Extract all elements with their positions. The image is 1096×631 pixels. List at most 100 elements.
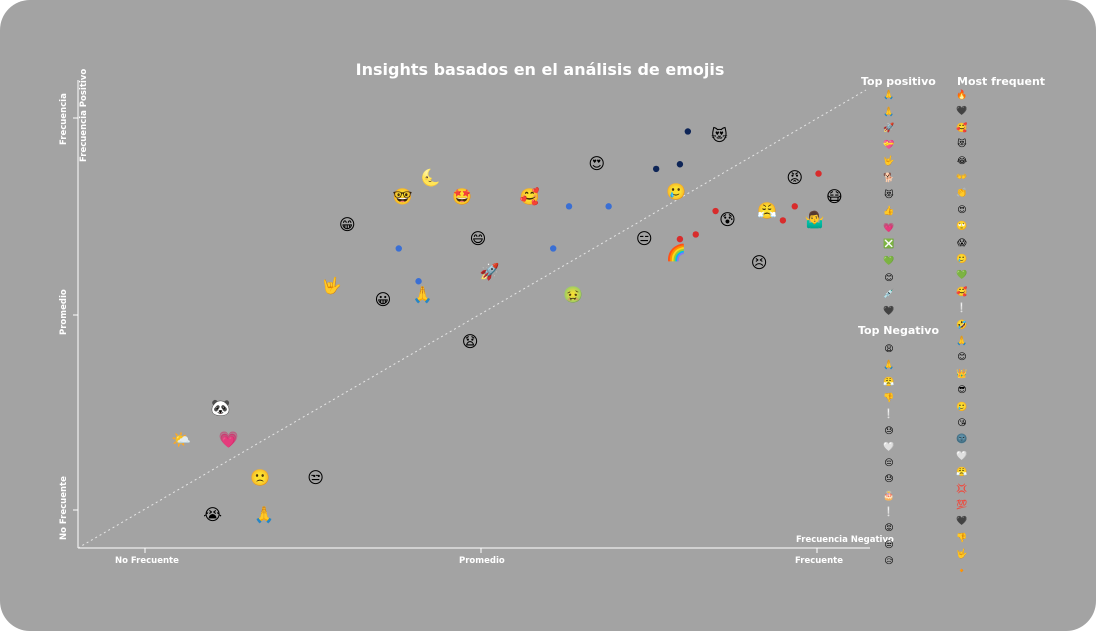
x-label-frecuencia-negativo: Frecuencia Negativo — [796, 535, 894, 545]
most-frequent-emoji-23: 😤 — [956, 467, 968, 478]
most-frequent-emoji-24: 💢 — [956, 484, 968, 495]
most-frequent-emoji-18: 😎 — [957, 385, 967, 396]
most-frequent-emoji-19: 🥲 — [956, 402, 968, 413]
emoji-point-21: 🥲 — [665, 182, 686, 202]
top-negativo-emoji-11: 😡 — [884, 523, 894, 534]
emoji-point-27: 😡 — [786, 168, 804, 188]
emoji-point-18: 😍 — [588, 154, 606, 174]
top-positivo-emoji-7: 👍 — [883, 206, 895, 217]
top-negativo-heading: Top Negativo — [858, 324, 940, 337]
emoji-point-15: 😄 — [469, 229, 487, 249]
top-positivo-emoji-6: 😻 — [884, 190, 894, 201]
emoji-point-8: 🤟 — [321, 275, 342, 295]
dot-point-9 — [692, 231, 699, 238]
most-frequent-emoji-15: 🙏 — [956, 336, 968, 347]
top-positivo-emoji-12: 💉 — [883, 289, 895, 300]
most-frequent-emoji-2: 🥰 — [956, 123, 968, 134]
emoji-point-20: 😻 — [711, 126, 728, 146]
dot-point-7 — [684, 128, 692, 135]
top-negativo-emoji-9: 🎂 — [883, 491, 895, 502]
top-positivo-emoji-0: 🙏 — [883, 90, 895, 101]
emoji-point-29: 😷 — [826, 187, 843, 206]
most-frequent-emoji-0: 🔥 — [956, 90, 968, 101]
most-frequent-emoji-29: 🔸 — [956, 566, 968, 577]
y-label-frecuencia-positivo: Frecuencia Positivo — [79, 68, 89, 162]
top-negativo-emoji-4: ❕ — [883, 409, 895, 420]
most-frequent-emoji-7: 😍 — [957, 205, 967, 216]
most-frequent-emoji-8: 🙄 — [956, 221, 968, 232]
emoji-point-7: 😁 — [338, 215, 356, 235]
y-tick-promedio: Promedio — [59, 289, 69, 335]
dot-point-11 — [779, 217, 787, 224]
top-positivo-emoji-3: 💝 — [883, 140, 895, 151]
most-frequent-emoji-26: 🖤 — [956, 516, 968, 527]
emoji-point-25: 😤 — [757, 201, 777, 221]
diagonal-line — [77, 89, 867, 549]
most-frequent-emoji-9: 😱 — [957, 238, 967, 249]
emoji-point-3: 🙁 — [250, 467, 271, 487]
top-negativo-emoji-10: ❕ — [883, 507, 895, 518]
top-negativo-emoji-1: 🙏 — [883, 360, 895, 371]
dot-point-6 — [676, 161, 684, 168]
top-negativo-emoji-12: 😒 — [884, 540, 894, 551]
emoji-point-24: 😰 — [719, 210, 736, 230]
chart-title: Insights basados en el análisis de emoji… — [355, 60, 725, 79]
axes — [73, 80, 870, 553]
top-positivo-emoji-1: 🙏 — [883, 107, 895, 118]
top-positivo-emoji-11: 😊 — [884, 273, 894, 284]
top-negativo-emoji-8: 😓 — [884, 474, 894, 485]
diagonal-reference — [77, 89, 867, 549]
emoji-point-4: 😒 — [307, 467, 324, 487]
top-negativo-emoji-13: 😥 — [884, 556, 894, 567]
x-tick-no-frecuente: No Frecuente — [115, 556, 179, 566]
emoji-point-6: 🙏 — [254, 505, 275, 525]
y-tick-no-frecuente: No Frecuente — [59, 476, 69, 540]
most-frequent-heading: Most frequent — [957, 75, 1046, 88]
dot-point-1 — [415, 278, 422, 285]
dot-point-2 — [550, 245, 557, 252]
emoji-point-28: 🤷‍♂️ — [804, 210, 825, 230]
top-negativo-emoji-6: 🤍 — [883, 442, 895, 453]
emoji-point-16: 🚀 — [479, 261, 500, 281]
emoji-point-26: 😣 — [750, 252, 768, 272]
top-negativo-emoji-5: 😓 — [884, 426, 894, 436]
emoji-point-14: 🥰 — [519, 187, 540, 206]
top-positivo-emoji-4: 🤟 — [883, 156, 895, 167]
top-negativo-emoji-0: 😩 — [884, 344, 894, 355]
most-frequent-emoji-1: 🖤 — [956, 106, 968, 117]
dot-point-10 — [712, 207, 719, 215]
dot-point-12 — [791, 203, 798, 210]
most-frequent-emoji-20: 😘 — [957, 418, 967, 429]
most-frequent-emoji-14: 🤣 — [956, 320, 968, 331]
top-positivo-heading: Top positivo — [861, 75, 936, 88]
emoji-point-9: 😀 — [374, 289, 392, 309]
dot-point-4 — [605, 203, 612, 210]
emoji-point-2: 💗 — [218, 430, 239, 450]
top-positivo-emoji-5: 🐕 — [883, 173, 895, 184]
dot-point-0 — [395, 245, 402, 252]
emoji-point-22: 😑 — [635, 229, 653, 249]
emoji-point-13: 🤩 — [452, 187, 473, 206]
most-frequent-emoji-27: 👎 — [956, 533, 968, 544]
emoji-point-12: 🌜 — [420, 168, 441, 188]
top-positivo-emoji-9: ❎ — [883, 239, 895, 250]
most-frequent-emoji-25: 💯 — [956, 500, 968, 511]
most-frequent-emoji-12: 🥰 — [956, 287, 968, 298]
most-frequent-emoji-21: 🌚 — [956, 434, 968, 445]
most-frequent-emoji-17: 👑 — [956, 369, 968, 380]
dot-point-8 — [676, 235, 684, 243]
most-frequent-emoji-10: 🥲 — [956, 254, 968, 265]
most-frequent-emoji-13: ❕ — [956, 303, 968, 314]
emoji-point-23: 🌈 — [665, 243, 686, 263]
top-positivo-emoji-13: 🖤 — [883, 306, 895, 317]
most-frequent-emoji-11: 💚 — [956, 270, 968, 281]
top-negativo-emoji-3: 👎 — [883, 393, 895, 404]
dot-point-5 — [652, 165, 660, 173]
most-frequent-emoji-22: 🤍 — [956, 451, 968, 462]
most-frequent-emoji-16: 😊 — [957, 352, 967, 363]
top-positivo-emoji-8: 💗 — [883, 223, 895, 234]
emoji-point-5: 😭 — [203, 505, 222, 525]
top-positivo-emoji-2: 🚀 — [883, 123, 895, 134]
